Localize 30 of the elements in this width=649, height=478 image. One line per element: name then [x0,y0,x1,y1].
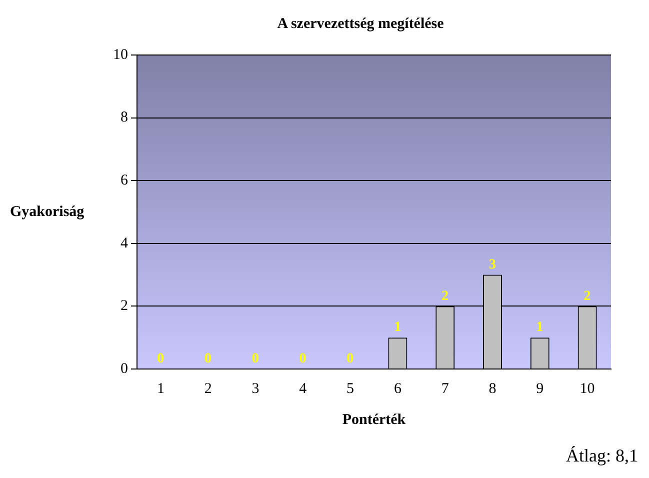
x-tick-label: 10 [580,380,595,397]
data-label: 1 [536,320,544,336]
y-tick-label: 10 [113,46,128,63]
x-axis-title: Pontérték [342,412,406,428]
text: Átlag: 8,1 [566,446,638,466]
y-axis-title: Gyakoriság [10,204,85,220]
x-tick-label: 3 [252,380,260,397]
x-tick-label: 7 [441,380,450,397]
data-label: 2 [584,288,591,304]
data-label: 0 [299,352,306,367]
x-tick-label: 8 [488,380,496,397]
chart-title: A szervezettség megítélése [277,16,444,32]
y-tick-label: 2 [120,298,128,314]
data-label: 0 [346,352,354,367]
x-tick-label: 9 [536,380,544,397]
data-label: 2 [442,288,449,304]
data-label: 0 [157,352,164,367]
data-label: 0 [204,352,212,367]
x-tick-label: 2 [204,380,212,397]
x-tick-label: 6 [394,380,402,397]
data-label: 0 [252,352,259,367]
y-tick-label: 6 [120,172,128,189]
x-tick-label: 1 [156,380,164,397]
x-tick-label: 4 [299,380,308,397]
x-tick-label: 5 [346,380,354,397]
y-tick-label: 0 [120,360,128,377]
data-label: 3 [489,257,496,272]
y-tick-label: 8 [120,110,128,126]
data-label: 1 [394,320,402,336]
y-tick-label: 4 [120,235,128,252]
